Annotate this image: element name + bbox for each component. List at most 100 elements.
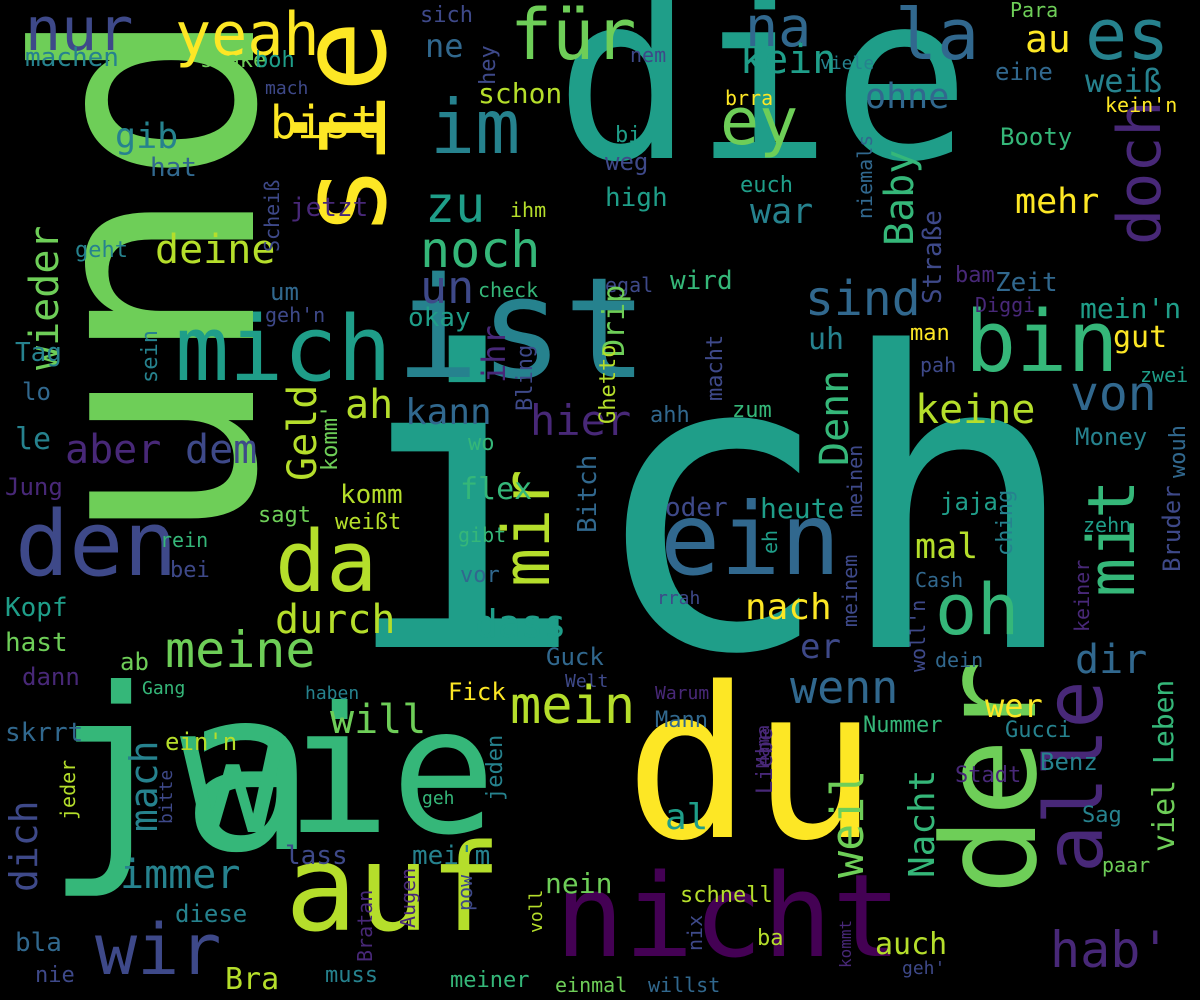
word-144: ching (993, 489, 1018, 556)
word-55: hier (530, 396, 632, 445)
word-198: meiner (450, 968, 530, 993)
word-58: uh (808, 322, 845, 357)
word-169: ein'n (165, 728, 238, 756)
word-25: oh (935, 569, 1020, 651)
word-61: will (330, 697, 427, 743)
word-21: la (895, 0, 980, 76)
word-19: für (510, 0, 637, 76)
word-168: skrrt (5, 718, 84, 748)
word-51: un (420, 261, 475, 314)
word-47: Baby (877, 149, 923, 246)
word-127: macht (703, 334, 728, 401)
word-128: zum (732, 398, 772, 423)
word-134: Jung (5, 473, 63, 501)
word-114: okay (408, 303, 471, 333)
word-108: wird (670, 266, 733, 296)
word-40: deine (155, 227, 276, 273)
word-48: mehr (1015, 182, 1100, 222)
word-163: Welt (565, 671, 609, 692)
word-6: wie (180, 671, 497, 874)
word-120: gut (1113, 320, 1168, 355)
word-31: zu (425, 176, 486, 234)
word-81: shake (200, 48, 267, 73)
word-166: haben (305, 683, 360, 704)
word-190: voll (526, 889, 547, 933)
word-83: sich (420, 3, 473, 28)
word-71: dich (2, 800, 46, 892)
word-160: dein (935, 648, 984, 672)
word-126: ahh (650, 403, 690, 428)
word-165: Fick (448, 678, 506, 706)
word-159: Guck (546, 643, 604, 671)
word-122: zwei (1140, 363, 1189, 387)
word-5: ja (45, 641, 316, 903)
word-109: Zeit (995, 268, 1058, 298)
word-103: ihm (510, 198, 547, 222)
word-154: Kopf (5, 593, 68, 623)
word-13: mich (175, 297, 392, 402)
word-14: bin (965, 293, 1119, 392)
word-176: jeder (56, 759, 80, 820)
word-111: Diggi (975, 293, 1036, 317)
word-82: boh (255, 48, 295, 73)
word-79: Bra (225, 962, 280, 997)
word-98: euch (740, 173, 793, 198)
word-184: paar (1102, 853, 1151, 877)
word-68: wer (985, 687, 1043, 725)
word-93: hat (150, 153, 197, 183)
word-65: mal (915, 527, 979, 567)
word-113: geh'n (265, 303, 326, 327)
word-92: Booty (1000, 123, 1073, 151)
word-192: ba (757, 926, 784, 951)
word-36: meine (165, 621, 316, 679)
word-39: bist (270, 96, 379, 149)
word-17: alle (1028, 680, 1121, 873)
word-124: sein (138, 330, 163, 383)
word-189: pow (453, 874, 477, 911)
word-147: gibt (458, 523, 507, 547)
word-148: rein (160, 528, 209, 552)
word-106: check (478, 278, 539, 302)
word-115: ihr (475, 325, 513, 383)
word-174: Liebe (753, 727, 778, 794)
word-191: nix (683, 914, 707, 951)
word-42: kein (740, 37, 837, 83)
word-35: wir (95, 909, 222, 991)
word-164: Gang (142, 678, 186, 699)
word-197: muss (325, 963, 378, 988)
word-186: schnell (680, 883, 773, 908)
word-49: war (750, 192, 814, 232)
word-34: wenn (790, 661, 899, 714)
word-102: jetzt (290, 193, 369, 223)
word-46: ne (425, 27, 464, 65)
word-188: Bratan (353, 889, 377, 962)
word-96: weg (605, 148, 649, 176)
word-70: immer (120, 852, 241, 898)
word-155: rrah (657, 588, 701, 609)
word-57: keine (915, 387, 1036, 433)
word-86: viele (820, 53, 875, 74)
word-38: hab' (1050, 921, 1171, 979)
word-181: Sag (1082, 803, 1122, 828)
word-74: Nacht (902, 769, 943, 878)
word-121: pah (920, 353, 957, 377)
word-88: Para (1010, 0, 1059, 22)
word-130: le (15, 422, 52, 457)
word-37: mein (510, 676, 636, 736)
word-200: willst (648, 973, 721, 997)
word-10: auf (285, 820, 502, 959)
word-162: dann (22, 663, 80, 691)
word-131: Money (1075, 423, 1148, 451)
word-33: von (1070, 366, 1157, 422)
word-170: Mann (655, 708, 708, 733)
word-182: lass (285, 841, 348, 871)
word-145: Bruder (1158, 485, 1186, 572)
word-87: eine (995, 58, 1053, 86)
word-137: komm (340, 480, 403, 510)
word-161: ab (120, 648, 149, 676)
word-75: Leben (1147, 679, 1180, 764)
word-156: meinem (838, 554, 862, 627)
word-151: vor (460, 563, 500, 588)
word-133: wouh (1166, 425, 1191, 478)
